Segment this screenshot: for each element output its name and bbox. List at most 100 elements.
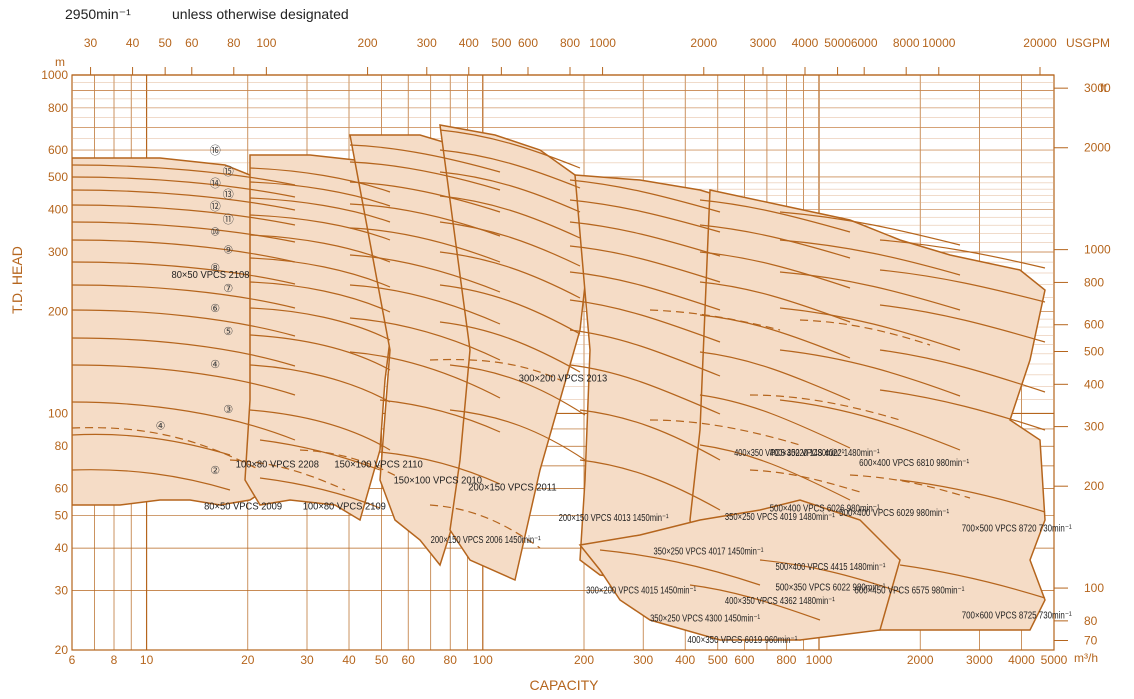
model-label-text: 600×400 VPCS 6810 980min⁻¹	[859, 458, 970, 469]
y-tick-label: 500	[48, 170, 68, 184]
model-label: 500×400 VPCS 6029 980min⁻¹	[839, 508, 950, 519]
top-tick-label: 1000	[589, 36, 616, 50]
x-tick-label: 300	[633, 653, 653, 667]
right-tick-label: 3000	[1084, 81, 1111, 95]
right-tick-label: 500	[1084, 345, 1104, 359]
y-tick-label: 1000	[41, 68, 68, 82]
top-tick-label: 80	[227, 36, 241, 50]
model-label-text: 500×350 VPCS 6022 980min⁻¹	[775, 583, 886, 594]
top-tick-label: 5000	[824, 36, 851, 50]
stage-marker: ④	[210, 359, 220, 371]
x-tick-label: 40	[342, 653, 356, 667]
x-tick-label: 60	[402, 653, 416, 667]
x-tick-label: 100	[473, 653, 493, 667]
performance-zones	[72, 124, 1046, 641]
model-labels: 80×50 VPCS 2108 100×80 VPCS 2208 80×50 VPC…	[172, 270, 1073, 646]
top-tick-label: 600	[518, 36, 538, 50]
stage-curves	[72, 129, 1046, 621]
model-label-text: 350×250 VPCS 4017 1450min⁻¹	[653, 546, 764, 557]
y-tick-label: 200	[48, 305, 68, 319]
model-label-text: 400×350 VPCS 4362 1480min⁻¹	[725, 596, 836, 607]
model-label-text: 350×250 VPCS 4300 1450min⁻¹	[650, 614, 761, 625]
model-label: 80×50 VPCS 2108	[172, 270, 250, 281]
model-label: 100×80 VPCS 2109	[303, 502, 387, 513]
top-tick-label: 300	[417, 36, 437, 50]
right-tick-label: 400	[1084, 377, 1104, 391]
model-label-text: 400×350 VPCS 6019 960min⁻¹	[687, 635, 798, 646]
model-label-text: 500×400 VPCS 4415 1480min⁻¹	[775, 562, 886, 573]
model-label-text: 400×350 VPCS 40220 1480min⁻¹	[734, 448, 844, 459]
stage-marker: ⑮	[223, 165, 234, 178]
right-tick-label: 2000	[1084, 141, 1111, 155]
model-label-text: 200×150 VPCS 2006 1450min⁻¹	[431, 535, 542, 546]
model-label: 200×150 VPCS 2011	[468, 483, 557, 494]
y-tick-label: 400	[48, 203, 68, 217]
y-tick-label: 80	[55, 439, 69, 453]
y-tick-label: 100	[48, 406, 68, 420]
model-label: 150×100 VPCS 2110	[334, 459, 423, 470]
model-label: 400×350 VPCS 4022 1480min⁻¹	[770, 448, 881, 459]
x-tick-label: 1000	[806, 653, 833, 667]
x-tick-label: 800	[776, 653, 796, 667]
x-tick-label: 80	[444, 653, 458, 667]
x-tick-label: 4000	[1008, 653, 1035, 667]
right-tick-label: 200	[1084, 479, 1104, 493]
right-tick-label: 70	[1084, 633, 1098, 647]
stage-marker: ⑥	[210, 303, 220, 315]
top-tick-label: 40	[126, 36, 140, 50]
model-label-text: 300×200 VPCS 2013	[519, 374, 608, 385]
top-axis-ticks: 30 40 50 60 80 100 200 300 400 500 600 800 1000 2000 3…	[84, 36, 1057, 75]
y-axis-ticks: 20 30 40 50 60 80 100 200 300 400 500 600 800 1000	[41, 68, 68, 657]
right-tick-label: 300	[1084, 420, 1104, 434]
x-tick-label: 5000	[1041, 653, 1068, 667]
model-label: 700×500 VPCS 8720 730min⁻¹	[962, 524, 1073, 535]
model-label: 600×400 VPCS 6810 980min⁻¹	[859, 458, 970, 469]
stage-marker: ⑦	[223, 283, 233, 295]
model-label: 350×250 VPCS 4019 1480min⁻¹	[725, 512, 836, 523]
dashed-curves	[72, 309, 971, 549]
x-tick-label: 2000	[907, 653, 934, 667]
model-label-text: 100×80 VPCS 2109	[303, 502, 387, 513]
model-label-text: 700×500 VPCS 8720 730min⁻¹	[962, 524, 1073, 535]
top-tick-label: 30	[84, 36, 98, 50]
model-label: 500×400 VPCS 4415 1480min⁻¹	[775, 562, 886, 573]
stage-marker: ④	[156, 421, 166, 433]
x-unit-label: m³/h	[1074, 651, 1098, 665]
top-tick-label: 2000	[690, 36, 717, 50]
top-tick-label: 3000	[750, 36, 777, 50]
top-tick-label: 500	[491, 36, 511, 50]
top-tick-label: 6000	[851, 36, 878, 50]
x-tick-label: 10	[140, 653, 154, 667]
x-tick-label: 600	[734, 653, 754, 667]
top-tick-label: 200	[358, 36, 378, 50]
x-tick-label: 200	[574, 653, 594, 667]
x-tick-label: 30	[300, 653, 314, 667]
y-tick-label: 60	[55, 482, 69, 496]
model-label: 150×100 VPCS 2010	[394, 476, 483, 487]
model-label-text: 500×400 VPCS 6026 980min⁻¹	[770, 503, 881, 514]
model-label-text: 300×200 VPCS 4015 1450min⁻¹	[586, 585, 697, 596]
y-tick-label: 30	[55, 583, 69, 597]
top-tick-label: 50	[158, 36, 172, 50]
model-label-text: 400×350 VPCS 4022 1480min⁻¹	[770, 448, 881, 459]
stage-marker: ⑨	[223, 245, 233, 257]
x-axis-label: CAPACITY	[530, 677, 600, 693]
speed-header: 2950min⁻¹	[65, 6, 131, 22]
top-tick-label: 800	[560, 36, 580, 50]
y-tick-label: 40	[55, 541, 69, 555]
model-label: 200×150 VPCS 2006 1450min⁻¹	[431, 535, 542, 546]
right-tick-label: 80	[1084, 614, 1098, 628]
model-label: 400×350 VPCS 40220 1480min⁻¹	[734, 448, 844, 459]
model-label: 500×350 VPCS 6022 980min⁻¹	[775, 583, 886, 594]
x-tick-label: 400	[675, 653, 695, 667]
right-tick-label: 100	[1084, 581, 1104, 595]
model-label-text: 100×80 VPCS 2208	[236, 459, 320, 470]
model-label: 300×200 VPCS 4015 1450min⁻¹	[586, 585, 697, 596]
top-unit-label: USGPM	[1066, 36, 1110, 50]
x-tick-label: 20	[241, 653, 255, 667]
model-label-text: 200×150 VPCS 2011	[468, 483, 557, 494]
model-label: 600×450 VPCS 6575 980min⁻¹	[854, 585, 965, 596]
stage-marker: ⑯	[210, 144, 221, 157]
